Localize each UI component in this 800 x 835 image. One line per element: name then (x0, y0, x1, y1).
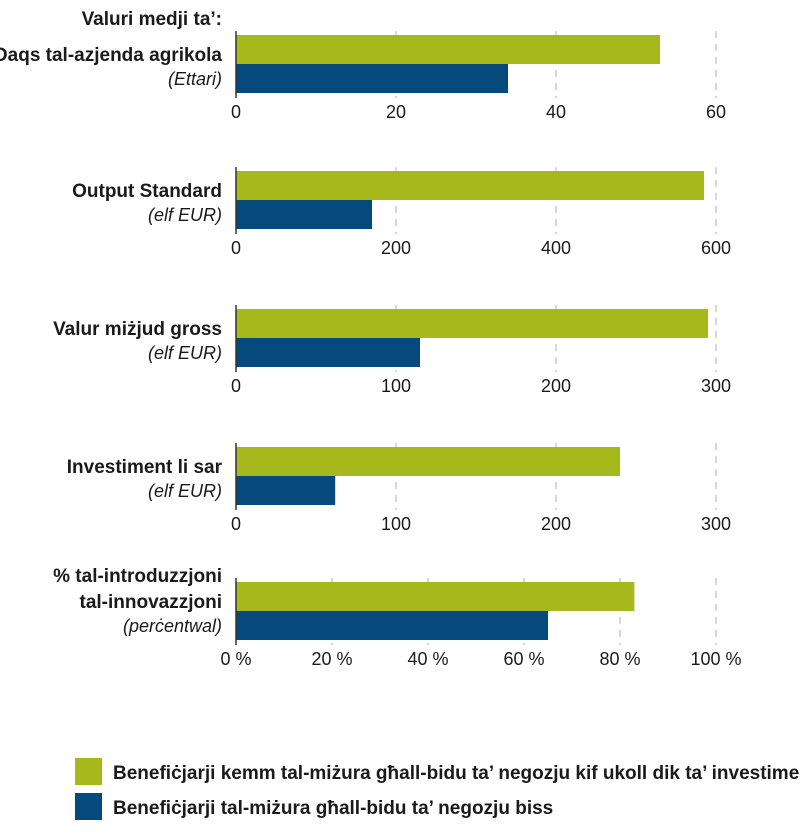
category-unit: (Ettari) (168, 69, 222, 89)
bar-both-measures (236, 35, 660, 64)
x-tick-label: 0 (231, 102, 241, 122)
x-tick-label: 100 (381, 514, 411, 534)
x-tick-label: 20 % (311, 649, 352, 669)
x-tick-label: 600 (701, 238, 731, 258)
category-unit: (elf EUR) (148, 481, 222, 501)
category-unit: (elf EUR) (148, 205, 222, 225)
chart-panel-5: 0 % 20 % 40 % 60 % 80 % 100 % % tal-introduzzj… (53, 566, 741, 669)
chart-panel-4: 0 100 200 300 Investiment li sar (elf EUR) (67, 443, 731, 534)
legend-label: Benefiċjarji kemm tal-miżura għall-bidu … (113, 763, 800, 784)
category-unit: (elf EUR) (148, 343, 222, 363)
x-tick-label: 60 % (503, 649, 544, 669)
category-label: tal-innovazzjoni (80, 592, 223, 613)
bar-startup-only (236, 64, 508, 93)
bar-both-measures (236, 447, 620, 476)
category-label: Output Standard (72, 181, 222, 202)
legend-label: Benefiċjarji tal-miżura għall-bidu ta’ n… (113, 798, 553, 819)
x-tick-label: 200 (541, 514, 571, 534)
bar-both-measures (236, 582, 635, 611)
category-label: Valur miżjud gross (53, 319, 222, 340)
x-tick-label: 0 (231, 238, 241, 258)
x-tick-label: 20 (386, 102, 406, 122)
x-tick-label: 40 % (407, 649, 448, 669)
category-unit: (perċentwal) (123, 616, 222, 636)
x-tick-label: 0 % (220, 649, 251, 669)
x-tick-label: 0 (231, 376, 241, 396)
x-tick-label: 100 % (690, 649, 741, 669)
x-tick-label: 300 (701, 514, 731, 534)
bar-both-measures (236, 309, 708, 338)
x-tick-label: 200 (541, 376, 571, 396)
category-label: % tal-introduzzjoni (53, 566, 222, 587)
bar-startup-only (236, 200, 372, 229)
bar-both-measures (236, 171, 704, 200)
bar-startup-only (236, 338, 420, 367)
legend-swatch-both-measures (75, 758, 102, 785)
category-label: Daqs tal-azjenda agrikola (0, 45, 222, 66)
x-tick-label: 40 (546, 102, 566, 122)
legend: Benefiċjarji kemm tal-miżura għall-bidu … (75, 758, 800, 820)
x-tick-label: 80 % (599, 649, 640, 669)
legend-swatch-startup-only (75, 793, 102, 820)
x-tick-label: 60 (706, 102, 726, 122)
chart-header: Valuri medji ta’: (82, 9, 222, 30)
bar-startup-only (236, 611, 548, 640)
x-tick-label: 0 (231, 514, 241, 534)
bar-startup-only (236, 476, 336, 505)
chart-panel-1: 0 20 40 60 Daqs tal-azjenda agrikola (Ettari) (0, 31, 726, 122)
x-tick-label: 300 (701, 376, 731, 396)
category-label: Investiment li sar (67, 457, 223, 478)
chart-panel-2: 0 200 400 600 Output Standard (elf EUR) (72, 167, 731, 258)
x-tick-label: 400 (541, 238, 571, 258)
x-tick-label: 200 (381, 238, 411, 258)
x-tick-label: 100 (381, 376, 411, 396)
chart-panel-3: 0 100 200 300 Valur miżjud gross (elf EUR) (53, 305, 731, 396)
